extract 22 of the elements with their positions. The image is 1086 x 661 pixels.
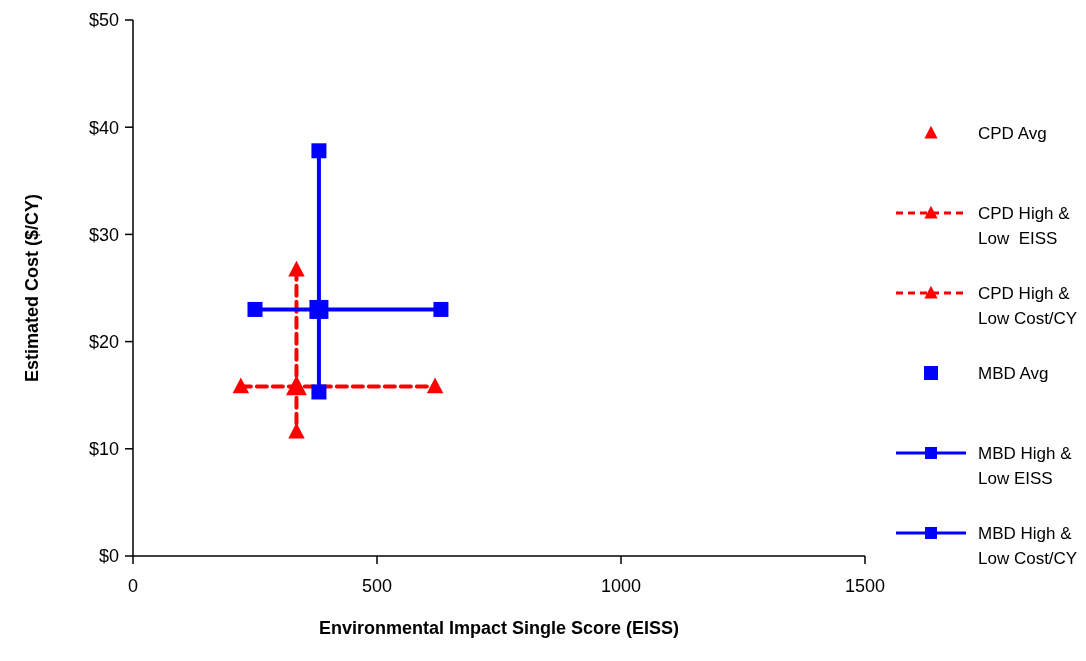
y-tick-label: $40 [88,117,119,138]
legend-label: MBD High & Low EISS [978,443,1073,488]
x-tick-label: 500 [361,576,393,596]
legend-label: MBD High & Low Cost/CY [978,523,1078,568]
legend-label: CPD High & Low EISS [978,203,1071,248]
x-tick-label: 1500 [844,576,886,596]
legend-label: MBD Avg [978,363,1049,383]
point [433,301,449,317]
y-tick-label: $50 [88,10,119,31]
point [311,384,327,400]
x-tick-label: 0 [127,576,139,596]
x-axis-title: Environmental Impact Single Score (EISS) [318,618,680,638]
point [311,143,327,159]
legend-label: CPD High & Low Cost/CY [978,283,1078,328]
y-tick-label: $0 [98,546,119,567]
legend-label: CPD Avg [978,123,1047,143]
y-tick-label: $30 [88,224,119,245]
point [247,301,263,317]
y-tick-label: $20 [88,331,119,352]
y-axis-title: Estimated Cost ($/CY) [22,193,42,383]
x-tick-label: 1000 [600,576,642,596]
y-tick-label: $10 [88,439,119,460]
